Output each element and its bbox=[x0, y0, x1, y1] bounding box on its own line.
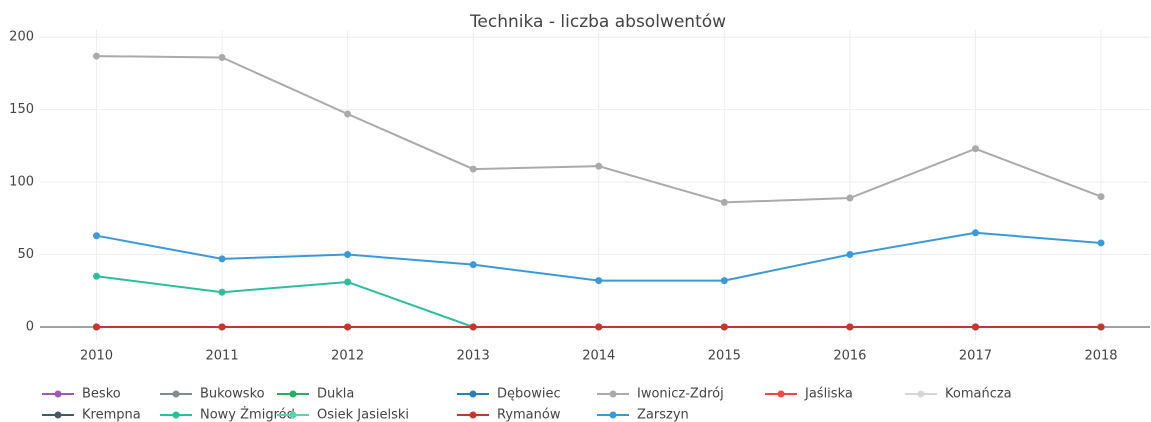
data-point bbox=[720, 323, 728, 331]
data-point bbox=[218, 255, 226, 263]
chart-title: Technika - liczba absolwentów bbox=[469, 12, 726, 32]
data-point bbox=[93, 232, 101, 240]
legend-marker bbox=[917, 390, 925, 398]
data-point bbox=[1097, 323, 1105, 331]
data-point bbox=[469, 323, 477, 331]
y-tick-label: 0 bbox=[26, 319, 34, 334]
data-point bbox=[720, 277, 728, 285]
legend-label: Dukla bbox=[317, 387, 354, 402]
legend-marker bbox=[609, 411, 617, 419]
x-tick-label: 2011 bbox=[206, 349, 239, 364]
x-tick-label: 2012 bbox=[331, 349, 364, 364]
data-point bbox=[971, 229, 979, 237]
data-point bbox=[595, 323, 603, 331]
legend-marker bbox=[469, 390, 477, 398]
legend-label: Krempna bbox=[82, 408, 141, 422]
x-tick-label: 2016 bbox=[833, 349, 866, 364]
data-point bbox=[971, 323, 979, 331]
legend-label: Rymanów bbox=[497, 408, 561, 422]
x-tick-label: 2014 bbox=[582, 349, 615, 364]
data-point bbox=[595, 277, 603, 285]
data-point bbox=[846, 323, 854, 331]
x-tick-label: 2015 bbox=[708, 349, 741, 364]
legend-marker bbox=[172, 411, 180, 419]
legend-marker bbox=[609, 390, 617, 398]
data-point bbox=[846, 251, 854, 259]
data-point bbox=[218, 323, 226, 331]
legend-label: Iwonicz-Zdrój bbox=[637, 387, 724, 402]
data-point bbox=[1097, 239, 1105, 247]
legend-label: Besko bbox=[82, 387, 121, 402]
y-tick-label: 150 bbox=[9, 102, 34, 117]
data-point bbox=[1097, 193, 1105, 201]
data-point bbox=[93, 52, 101, 60]
legend-label: Nowy Żmigród bbox=[200, 407, 295, 422]
data-point bbox=[218, 288, 226, 296]
legend-marker bbox=[172, 390, 180, 398]
y-tick-label: 100 bbox=[9, 175, 34, 190]
data-point bbox=[344, 323, 352, 331]
data-point bbox=[971, 145, 979, 153]
data-point bbox=[469, 165, 477, 173]
legend-marker bbox=[54, 390, 62, 398]
data-point bbox=[218, 54, 226, 62]
data-point bbox=[469, 261, 477, 269]
data-point bbox=[93, 272, 101, 280]
data-point bbox=[344, 278, 352, 286]
data-point bbox=[595, 162, 603, 170]
data-point bbox=[720, 198, 728, 206]
legend-marker bbox=[54, 411, 62, 419]
legend-label: Bukowsko bbox=[200, 387, 265, 402]
x-tick-label: 2013 bbox=[457, 349, 490, 364]
legend-label: Osiek Jasielski bbox=[317, 408, 409, 422]
data-point bbox=[93, 323, 101, 331]
data-point bbox=[344, 251, 352, 259]
legend-marker bbox=[289, 390, 297, 398]
x-tick-label: 2017 bbox=[959, 349, 992, 364]
data-point bbox=[344, 110, 352, 118]
legend-marker bbox=[289, 411, 297, 419]
legend-label: Komańcza bbox=[945, 387, 1012, 402]
legend-label: Zarszyn bbox=[637, 408, 689, 422]
y-tick-label: 200 bbox=[9, 30, 34, 45]
x-tick-label: 2010 bbox=[80, 349, 113, 364]
legend-marker bbox=[777, 390, 785, 398]
y-tick-label: 50 bbox=[17, 247, 34, 262]
legend-marker bbox=[469, 411, 477, 419]
data-point bbox=[846, 194, 854, 202]
legend-label: Jaśliska bbox=[804, 387, 853, 402]
x-tick-label: 2018 bbox=[1084, 349, 1117, 364]
legend-label: Dębowiec bbox=[497, 387, 561, 402]
